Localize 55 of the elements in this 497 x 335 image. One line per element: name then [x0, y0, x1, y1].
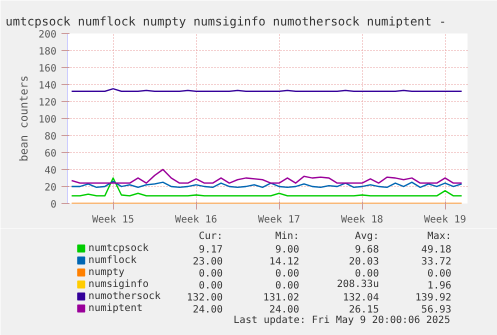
- y-tick-label: 20: [44, 182, 57, 194]
- legend-label: numtcpsock: [88, 243, 149, 254]
- y-tick-label: 160: [38, 64, 56, 74]
- y-tick-label: 60: [44, 148, 57, 160]
- text: 23.00: [192, 256, 223, 268]
- text: 49.18: [421, 244, 452, 256]
- text: 26.15: [348, 304, 379, 316]
- text: Cur:: [198, 231, 223, 242]
- text: Min:: [275, 231, 300, 242]
- text: 139.92: [415, 292, 452, 304]
- text: 0.00: [198, 280, 223, 292]
- text: 33.72: [421, 256, 452, 268]
- text: Last update: Fri May 9 20:00:06 2025: [233, 315, 450, 326]
- chart-title: umtcpsock numflock numpty numsiginfo numothersock numiptent -: [6, 14, 446, 28]
- text: 20.03: [348, 256, 379, 268]
- y-tick-label: 100: [38, 114, 56, 126]
- text: 24.00: [269, 304, 300, 316]
- text: 0.00: [354, 268, 379, 280]
- text: 0.00: [198, 268, 223, 280]
- text: 208.33u: [336, 279, 379, 290]
- x-tick-label: Week 16: [175, 214, 218, 226]
- text: 9.17: [198, 244, 223, 256]
- text: 0.00: [275, 268, 300, 280]
- y-tick-label: 200: [38, 30, 56, 40]
- legend-label: numsiginfo: [88, 279, 149, 290]
- text: 14.12: [269, 256, 300, 268]
- y-tick-label: 40: [44, 166, 57, 176]
- y-axis-title: bean counters: [17, 75, 30, 162]
- legend-label: numothersock: [88, 291, 161, 302]
- text: Max:: [427, 231, 452, 242]
- y-tick-label: 180: [38, 46, 56, 58]
- legend-label: numiptent: [88, 303, 143, 314]
- y-tick-label: 80: [44, 132, 57, 142]
- y-tick-label: 120: [38, 98, 56, 108]
- text: 0.00: [275, 280, 300, 292]
- line-series: [70, 168, 462, 184]
- x-tick-label: Week 19: [424, 214, 466, 226]
- legend-label: numflock: [88, 255, 137, 266]
- text: 131.02: [263, 292, 300, 304]
- y-tick-label: 140: [38, 80, 56, 92]
- text: 132.00: [186, 292, 223, 304]
- x-tick-label: Week 17: [258, 214, 300, 226]
- text: 56.93: [421, 304, 452, 316]
- text: 24.00: [192, 304, 223, 316]
- line-series: [70, 177, 462, 197]
- text: 132.04: [342, 292, 379, 304]
- text: 9.68: [354, 244, 379, 256]
- text: 1.96: [427, 280, 452, 292]
- y-tick-label: 0: [50, 200, 57, 210]
- text: 0.00: [427, 268, 452, 280]
- x-tick-label: Week 15: [92, 214, 134, 226]
- text: 9.00: [275, 244, 300, 256]
- x-tick-label: Week 18: [341, 214, 384, 226]
- legend-label: numpty: [88, 267, 125, 278]
- text: Avg:: [354, 231, 379, 242]
